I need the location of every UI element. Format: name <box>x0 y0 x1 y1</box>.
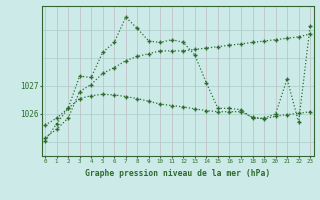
X-axis label: Graphe pression niveau de la mer (hPa): Graphe pression niveau de la mer (hPa) <box>85 169 270 178</box>
